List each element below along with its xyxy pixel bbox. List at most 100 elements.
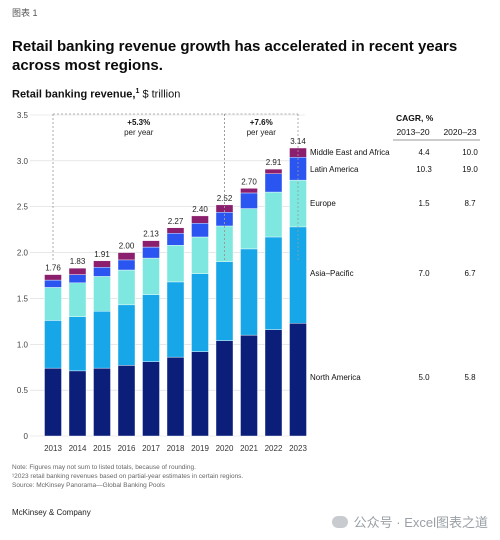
x-tick-label: 2022 [265,444,283,453]
x-tick-label: 2020 [216,444,234,453]
cagr-annotation-label: per year [247,128,277,137]
bar-total-label: 3.14 [290,137,306,146]
headline: Retail banking revenue growth has accele… [12,38,458,74]
bar-segment-asia_pacific [264,236,283,330]
bar-total-label: 2.00 [119,242,135,251]
y-tick-label: 2.0 [17,249,29,258]
bar-segment-mea [240,188,258,194]
bar-segment-asia_pacific [44,320,62,369]
bar-segment-mea [117,252,136,261]
watermark-text: 公众号 · Excel图表之道 [353,515,488,530]
bar-segment-asia_pacific [117,304,136,366]
bar-segment-asia_pacific [93,311,111,369]
series-label: Asia–Pacific [310,269,354,278]
bar-segment-europe [93,276,111,312]
bar-segment-asia_pacific [289,226,307,324]
bar-segment-asia_pacific [215,261,234,341]
cagr-value-2020-23: 8.7 [464,199,476,208]
cagr-annotation-label: per year [124,128,154,137]
bar-segment-mea [44,274,62,281]
bar-segment-mea [166,227,185,234]
cagr-value-2013-20: 1.5 [418,199,430,208]
x-tick-label: 2016 [118,444,136,453]
note-partial-year: ¹2023 retail banking revenues based on p… [12,473,244,480]
bar-segment-north_america [191,351,209,437]
wechat-icon [331,515,348,528]
bar-segment-latin_america [117,259,136,271]
bar-segment-latin_america [191,223,209,238]
cagr-value-2020-23: 6.7 [464,269,476,278]
cagr-value-2013-20: 10.3 [416,165,432,174]
bar-segment-europe [264,191,283,238]
bar-segment-north_america [93,367,111,437]
bar-segment-mea [215,204,234,213]
watermark: 公众号 · Excel图表之道 [331,512,488,531]
y-tick-label: 0 [24,432,29,441]
bar-segment-europe [240,208,258,250]
bar-segment-latin_america [289,156,307,181]
bar-segment-latin_america [44,279,62,288]
bar-total-label: 1.76 [45,264,61,273]
stacked-bar-chart: 0 0.5 1.0 1.5 2.0 2.5 3.0 3.5 1.76 2013 1.83 2014 1.… [17,111,480,453]
cagr-value-2013-20: 4.4 [418,148,430,157]
cagr-value-2020-23: 5.8 [464,373,476,382]
bar-segment-latin_america [93,267,111,277]
x-tick-label: 2015 [93,444,111,453]
x-tick-label: 2013 [44,444,62,453]
bar-segment-north_america [142,361,160,437]
note-rounding: Note: Figures may not sum to listed tota… [12,464,196,471]
bar-segment-europe [68,282,87,317]
y-tick-label: 3.0 [17,157,29,166]
x-tick-label: 2018 [167,444,185,453]
figure-label: 图表 1 [12,8,38,18]
bar-total-label: 2.91 [266,158,282,167]
bar-segment-asia_pacific [240,248,258,336]
bar-segment-north_america [68,370,87,437]
bar-segment-asia_pacific [191,273,209,352]
chart-title-unit: $ trillion [139,88,181,101]
y-tick-label: 1.0 [17,340,29,349]
bar-total-label: 2.70 [241,177,257,186]
bar-segment-europe [166,245,185,283]
chart-title-footnote-marker: 1 [135,88,140,95]
bar-total-label: 2.40 [192,205,208,214]
x-tick-label: 2014 [69,444,87,453]
bar-segment-asia_pacific [68,316,87,372]
bar-segment-north_america [240,334,258,437]
bar-segment-mea [93,260,111,268]
x-tick-label: 2017 [142,444,160,453]
bar-segment-north_america [166,356,185,437]
y-tick-label: 1.5 [17,294,29,303]
bar-total-label: 1.83 [70,257,86,266]
bar-segment-mea [68,267,87,275]
bar-segment-latin_america [264,173,283,193]
cagr-column-header: 2020–23 [443,127,476,137]
bar-segment-latin_america [142,246,160,259]
bar-segment-europe [191,236,209,274]
bar-segment-mea [264,168,283,174]
series-label: Latin America [310,165,359,174]
bar-segment-north_america [264,329,283,437]
cagr-value-2013-20: 5.0 [418,373,430,382]
cagr-table-header: CAGR, % [396,113,434,123]
x-tick-label: 2021 [240,444,258,453]
bar-total-label: 2.13 [143,230,159,239]
bar-segment-north_america [117,365,136,437]
cagr-value-2020-23: 10.0 [462,148,478,157]
cagr-column-header: 2013–20 [396,127,429,137]
bar-total-label: 1.91 [94,250,110,259]
bar-segment-latin_america [68,274,87,284]
bar-segment-mea [142,240,160,248]
series-label: Middle East and Africa [310,148,390,157]
bar-segment-north_america [44,367,62,437]
bar-segment-europe [44,287,62,321]
series-label: Europe [310,199,336,208]
x-tick-label: 2019 [191,444,209,453]
y-tick-label: 0.5 [17,386,29,395]
bar-segment-europe [142,257,160,295]
bar-segment-mea [191,215,209,224]
bar-segment-asia_pacific [142,294,160,362]
brand-mckinsey: McKinsey & Company [12,508,91,517]
chart-title-main: Retail banking revenue, [12,88,136,101]
bar-total-label: 2.27 [168,217,184,226]
